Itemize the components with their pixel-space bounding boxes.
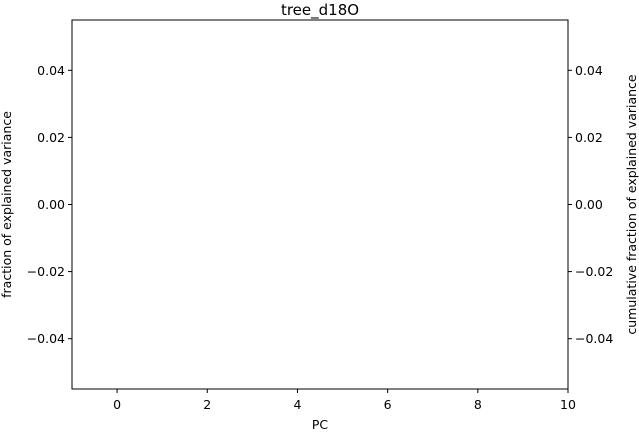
x-tick-label: 6 [384, 397, 392, 412]
chart-title: tree_d18O [281, 1, 359, 20]
y-tick-label: 0.02 [37, 130, 65, 145]
x-tick-label: 0 [113, 397, 121, 412]
y2-tick-label: 0.02 [575, 130, 603, 145]
y-axis-title: fraction of explained variance [0, 111, 14, 298]
y2-tick-label: 0.04 [575, 63, 603, 78]
y-tick-label: −0.04 [27, 331, 65, 346]
y2-tick-label: 0.00 [575, 197, 603, 212]
x-tick-label: 4 [293, 397, 301, 412]
x-tick-label: 10 [560, 397, 576, 412]
tick-layer: 0 2 4 6 8 10 −0.04 −0.02 0.00 0.02 0.04 −0.04 −0.02 0… [27, 63, 614, 412]
y2-tick-label: −0.04 [575, 331, 613, 346]
y2-tick-label: −0.02 [575, 264, 613, 279]
x-tick-label: 8 [474, 397, 482, 412]
y-tick-label: 0.00 [37, 197, 65, 212]
x-axis-title: PC [312, 417, 329, 432]
x-tick-label: 2 [203, 397, 211, 412]
y-tick-label: −0.02 [27, 264, 65, 279]
y2-axis-title: cumulative fraction of explained varianc… [624, 74, 639, 335]
y-tick-label: 0.04 [37, 63, 65, 78]
plot-area [71, 19, 569, 390]
